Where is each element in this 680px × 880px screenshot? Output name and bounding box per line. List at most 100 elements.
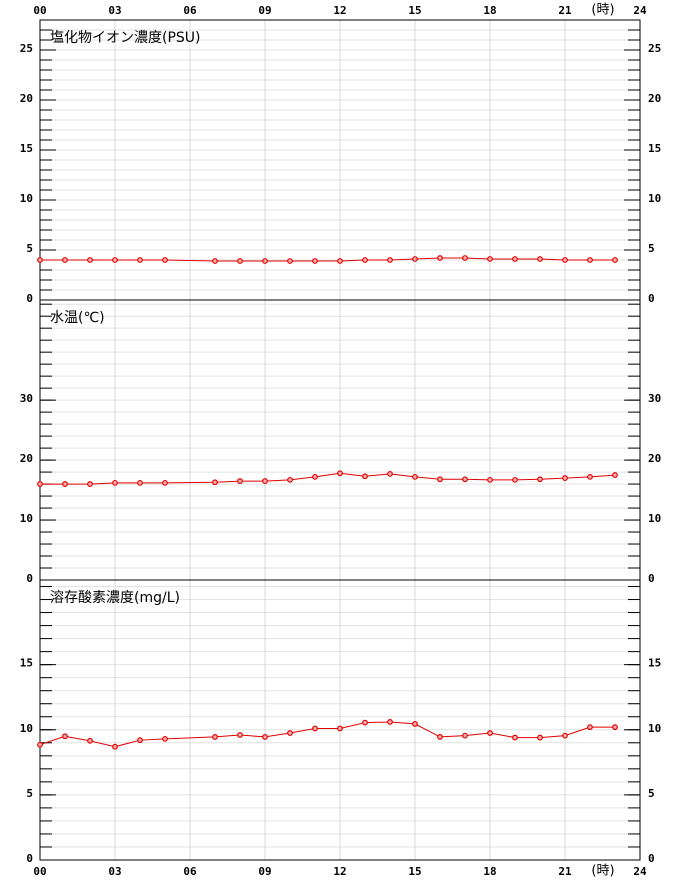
data-point [587, 473, 593, 480]
data-point [337, 725, 343, 732]
x-tick-label: 15 [408, 4, 421, 17]
y-tick-label: 10 [20, 512, 33, 525]
y-tick-label: 0 [648, 852, 655, 865]
x-tick-label: 12 [333, 865, 346, 878]
data-point [462, 255, 468, 261]
y-tick-label: 10 [20, 722, 33, 735]
data-point [87, 257, 93, 263]
y-tick-label: 10 [648, 512, 661, 525]
data-point [587, 724, 593, 731]
data-point [112, 257, 118, 263]
data-point [412, 256, 418, 262]
y-tick-label: 5 [648, 787, 655, 800]
data-point [287, 258, 293, 264]
data-point [362, 719, 368, 726]
data-point [137, 257, 143, 263]
y-tick-label: 10 [648, 192, 661, 205]
x-tick-label: 12 [333, 4, 346, 17]
x-tick-label: 09 [258, 865, 271, 878]
y-tick-label: 0 [26, 852, 33, 865]
y-tick-label: 25 [648, 42, 661, 55]
x-tick-label: 00 [33, 865, 46, 878]
data-line [40, 472, 616, 485]
y-tick-label: 0 [648, 292, 655, 305]
data-point [112, 743, 118, 750]
x-tick-label: 21 [558, 4, 572, 17]
data-point [387, 257, 393, 263]
data-point [112, 479, 118, 486]
x-tick-label: 24 [633, 865, 647, 878]
data-point [412, 721, 418, 727]
data-point [387, 470, 393, 477]
y-tick-label: 10 [20, 192, 33, 205]
x-tick-label: 06 [183, 865, 197, 878]
data-point [287, 476, 293, 483]
x-tick-label: 06 [183, 4, 197, 17]
y-tick-label: 20 [648, 452, 661, 465]
panel-title: 塩化物イオン濃度(PSU) [50, 30, 201, 46]
data-point [162, 257, 168, 263]
data-point [262, 734, 268, 740]
data-point [262, 478, 268, 484]
y-tick-label: 15 [648, 142, 661, 155]
data-point [387, 719, 393, 725]
data-point [462, 476, 468, 483]
data-point [537, 734, 543, 741]
data-point [87, 737, 93, 744]
data-point [262, 258, 268, 264]
x-tick-label: 24 [633, 4, 647, 17]
y-tick-label: 15 [648, 657, 661, 670]
x-axis-label: (時) [591, 864, 614, 879]
y-tick-label: 30 [648, 392, 661, 405]
data-point [537, 476, 543, 483]
y-tick-label: 0 [26, 572, 33, 585]
data-point [312, 258, 318, 264]
y-tick-label: 15 [20, 142, 33, 155]
data-point [137, 737, 143, 744]
x-tick-label: 15 [408, 865, 421, 878]
y-tick-label: 5 [26, 242, 33, 255]
x-axis-label: (時) [591, 3, 614, 18]
data-point [487, 730, 493, 736]
y-tick-label: 5 [648, 242, 655, 255]
data-point [562, 732, 568, 739]
data-point [512, 256, 518, 262]
data-point [87, 481, 93, 487]
data-point [137, 479, 143, 486]
y-tick-label: 30 [20, 392, 33, 405]
x-tick-label: 03 [108, 865, 121, 878]
data-point [362, 473, 368, 480]
y-tick-label: 0 [26, 292, 33, 305]
data-point [612, 472, 618, 478]
data-point [312, 725, 318, 732]
x-tick-label: 18 [483, 865, 496, 878]
data-point [512, 734, 518, 741]
data-point [362, 257, 368, 263]
x-tick-label: 03 [108, 4, 121, 17]
data-point [537, 256, 543, 262]
y-tick-label: 20 [648, 92, 661, 105]
data-point [62, 481, 68, 487]
y-tick-label: 25 [20, 42, 33, 55]
data-point [512, 476, 518, 483]
y-tick-label: 15 [20, 657, 33, 670]
data-point [612, 724, 618, 731]
data-point [487, 476, 493, 483]
x-tick-label: 09 [258, 4, 271, 17]
data-point [437, 476, 443, 483]
data-point [287, 730, 293, 736]
data-point [337, 258, 343, 264]
data-point [487, 256, 493, 262]
data-point [237, 478, 243, 484]
data-point [562, 475, 568, 481]
data-point [437, 255, 443, 261]
data-point [37, 257, 43, 263]
data-point [462, 732, 468, 739]
y-tick-label: 0 [648, 572, 655, 585]
y-tick-label: 5 [26, 787, 33, 800]
data-point [62, 257, 68, 263]
x-tick-label: 18 [483, 4, 496, 17]
data-point [212, 258, 218, 264]
data-point [437, 734, 443, 740]
y-tick-label: 20 [20, 92, 33, 105]
